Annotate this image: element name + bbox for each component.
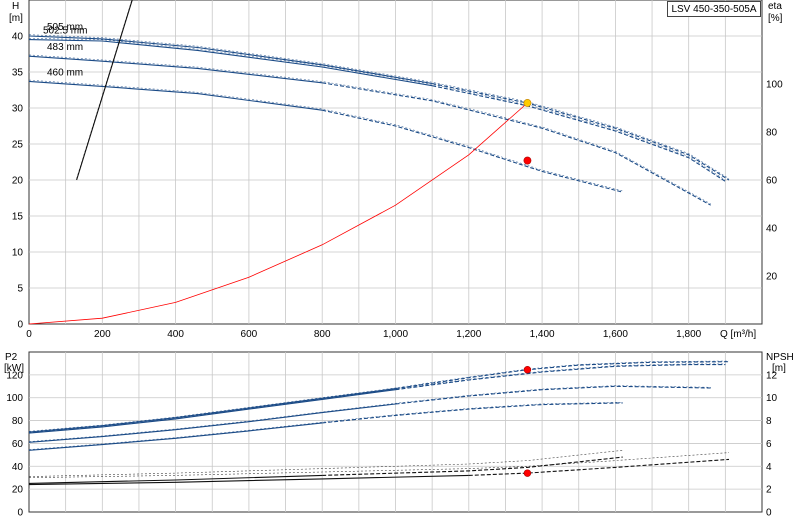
lower-y-tick-label: 20 (12, 485, 24, 496)
upper-y-tick-label: 40 (12, 32, 24, 43)
upper-series-502-5-mm-label: 502.5 mm (43, 26, 87, 37)
upper-duty-point-1 (523, 156, 532, 165)
upper-y-right-tick-label: 100 (766, 80, 783, 91)
lower-y-right-tick-label: 8 (766, 416, 772, 427)
lower-duty-point-1 (523, 469, 532, 477)
lower-y-right-tick-label: 10 (766, 393, 778, 404)
upper-series-502-5-mm-dashed (432, 85, 726, 182)
upper-ylabel-left: H (12, 1, 19, 12)
upper-y-right-tick-label: 60 (766, 176, 778, 187)
upper-x-tick-label: 1,000 (383, 329, 408, 340)
lower-series-npsh-4-solid (28, 474, 323, 484)
lower-y-tick-label: 60 (12, 439, 24, 450)
upper-x-tick-label: 600 (241, 329, 258, 340)
upper-series-460-mm-label: 460 mm (47, 67, 83, 78)
lower-y-tick-label: 0 (17, 508, 23, 519)
lower-y-right-tick-label: 4 (766, 462, 772, 473)
lower-y-right-tick-label: 2 (766, 485, 772, 496)
upper-x-tick-label: 1,400 (530, 329, 555, 340)
lower-series-483-mm-shadow (28, 385, 711, 442)
lower-series-483-mm-dashed (395, 385, 711, 405)
lower-ylabel-right-unit: [m] (772, 363, 786, 374)
upper-y-tick-label: 35 (12, 68, 24, 79)
lower-ylabel-left: P2 (5, 352, 18, 363)
lower-series-460-mm-solid (28, 422, 323, 451)
upper-ylabel-right: eta (768, 1, 782, 12)
lower-series-505-mm-dashed (395, 361, 730, 390)
lower-y-right-tick-label: 0 (766, 508, 772, 519)
upper-series-502-5-mm-shadow (28, 38, 726, 181)
upper-series-system-4 (28, 102, 528, 325)
lower-y-tick-label: 80 (12, 416, 24, 427)
upper-x-tick-label: 1,600 (603, 329, 628, 340)
upper-x-tick-label: 400 (167, 329, 184, 340)
pump-model-label: LSV 450-350-505A (667, 1, 761, 17)
upper-series-efficiency-5-shadow (76, 0, 133, 179)
lower-y-tick-label: 100 (6, 393, 23, 404)
upper-y-tick-label: 10 (12, 248, 24, 259)
upper-x-tick-label: 200 (94, 329, 111, 340)
upper-grid (28, 0, 763, 325)
upper-y-tick-label: 20 (12, 176, 24, 187)
upper-y-tick-label: 30 (12, 104, 24, 115)
upper-y-tick-label: 25 (12, 140, 24, 151)
upper-x-tick-label: 1,200 (456, 329, 481, 340)
lower-y-tick-label: 40 (12, 462, 24, 473)
upper-series-505-mm-solid (28, 35, 433, 85)
lower-series-505-mm-solid (28, 388, 396, 433)
upper-ylabel-right-unit: [%] (768, 13, 783, 24)
lower-series-npsh-5-dashed (468, 458, 730, 476)
upper-ylabel-left-unit: [m] (9, 13, 23, 24)
lower-series-460-mm-dashed (322, 402, 623, 424)
upper-series-460-mm-solid (28, 80, 323, 111)
upper-series-460-mm-dashed (322, 109, 623, 193)
lower-y-right-tick-label: 6 (766, 439, 772, 450)
lower-series-483-mm-solid (28, 403, 396, 443)
lower-series-npsh-4-dashed (322, 456, 623, 476)
axis-labels: H[m]eta[%]Q [m³/h]P2[kW]NPSH[m] (4, 1, 794, 374)
upper-y-right-tick-label: 40 (766, 224, 778, 235)
upper-series-483-mm-shadow (28, 54, 711, 205)
upper-duty-point-0 (523, 99, 532, 107)
upper-series-505-mm-shadow (28, 34, 730, 179)
upper-series-505-mm-label: 505 mm (47, 22, 83, 33)
lower-ylabel-left-unit: [kW] (4, 363, 24, 374)
upper-x-tick-label: 0 (26, 329, 32, 340)
lower-ticks: 0 20 40 60 80 100 120 0 2 4 6 8 10 12 (6, 370, 777, 518)
lower-series-502-5-mm-dashed (395, 364, 726, 391)
lower-ylabel-right: NPSH (766, 352, 794, 363)
upper-y-tick-label: 0 (17, 320, 23, 331)
lower-y-right-tick-label: 12 (766, 370, 778, 381)
lower-series-npsh-5-solid (28, 474, 469, 486)
lower-duty-point-0 (523, 366, 532, 374)
lower-grid (28, 351, 763, 513)
upper-xlabel: Q [m³/h] (720, 329, 756, 340)
lower-series-502-5-mm-solid (28, 389, 396, 434)
upper-y-tick-label: 5 (17, 284, 23, 295)
lower-series-502-5-mm-shadow (28, 363, 726, 433)
upper-y-right-tick-label: 20 (766, 272, 778, 283)
lower-series-group (28, 360, 730, 486)
lower-y-tick-label: 120 (6, 370, 23, 381)
upper-series-483-mm-label: 483 mm (47, 42, 83, 53)
upper-series-efficiency-5-solid (76, 0, 133, 181)
upper-series-460-mm-shadow (28, 79, 623, 192)
upper-series-483-mm-solid (28, 55, 323, 84)
lower-series-npsh-4-shadow (28, 450, 623, 477)
lower-series-460-mm-shadow (28, 401, 623, 450)
upper-y-tick-label: 15 (12, 212, 24, 223)
upper-series-483-mm-dashed (322, 82, 711, 206)
upper-x-tick-label: 800 (314, 329, 331, 340)
upper-series-505-mm-dashed (432, 82, 730, 181)
upper-x-tick-label: 1,800 (676, 329, 701, 340)
upper-ticks: 0 5 10 15 20 25 30 35 40 20 40 60 80 100 0 200 400 600 800… (12, 32, 783, 341)
upper-series-502-5-mm-solid (28, 39, 433, 87)
duty-point-markers (523, 99, 532, 477)
upper-y-right-tick-label: 80 (766, 128, 778, 139)
lower-series-505-mm-shadow (28, 360, 730, 432)
